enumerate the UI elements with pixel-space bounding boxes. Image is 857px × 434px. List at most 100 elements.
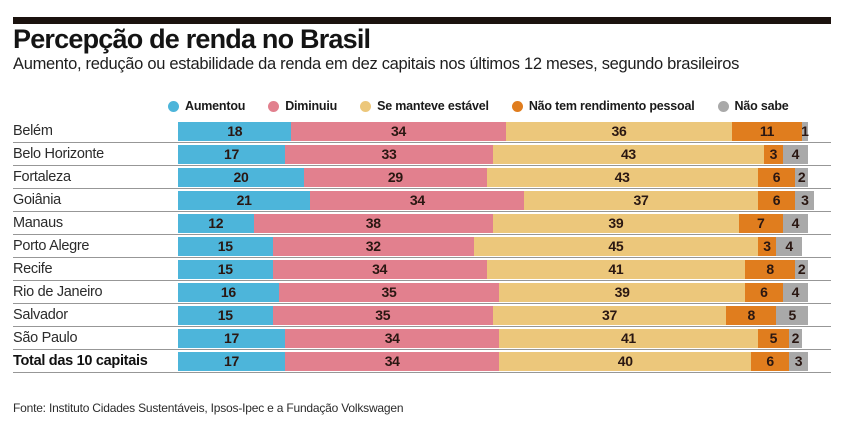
legend-item-label: Se manteve estável [377,99,489,113]
chart-row: Belo Horizonte 17 33 43 3 4 [13,143,831,166]
legend-item: Se manteve estável [360,99,489,113]
bar-segment: 3 [763,144,783,164]
row-category-label: Porto Alegre [13,238,90,254]
bar-value-label: 4 [791,146,800,162]
bar-segment: 45 [474,236,758,256]
legend-item-label: Não tem rendimento pessoal [528,99,695,113]
bar-value-label: 34 [372,261,388,277]
legend-color-dot-icon [268,100,280,112]
bar-segment: 4 [776,236,802,256]
row-category-label: Belo Horizonte [13,146,104,162]
bar-value-label: 8 [747,307,756,323]
bar-segment: 29 [304,167,487,187]
bar-segment: 34 [285,351,500,371]
row-bar-stack: 15 35 37 8 5 [178,305,808,325]
stacked-bar-chart: Belém 18 34 36 11 1 Belo Horizonte 17 33 43 3 4 … [13,120,831,373]
bar-value-label: 6 [766,353,774,369]
bar-segment: 34 [291,121,506,141]
row-category-label: Manaus [13,215,63,231]
bar-value-label: 16 [220,284,236,300]
bar-value-label: 29 [387,169,403,185]
bar-segment: 3 [795,190,815,210]
bar-segment: 2 [795,259,808,279]
legend-item-label: Não sabe [734,99,789,113]
bar-segment: 6 [757,190,796,210]
bar-segment: 37 [524,190,758,210]
bar-value-label: 4 [785,238,793,254]
bar-segment: 39 [499,282,745,302]
bar-value-label: 3 [801,192,809,208]
bar-segment: 1 [801,121,809,141]
bar-segment: 37 [493,305,727,325]
row-bar-stack: 20 29 43 6 2 [178,167,808,187]
bar-value-label: 43 [620,146,636,162]
bar-segment: 41 [486,259,745,279]
bar-segment: 43 [486,167,758,187]
legend-item: Não sabe [717,99,789,113]
bar-segment: 34 [272,259,487,279]
row-bar-stack: 17 34 41 5 2 [178,328,802,348]
bar-segment: 33 [285,144,493,164]
bar-value-label: 39 [608,215,624,231]
bar-segment: 2 [795,167,808,187]
bar-segment: 36 [505,121,733,141]
bar-value-label: 2 [797,169,806,185]
bar-segment: 18 [178,121,292,141]
row-category-label: Belém [13,123,53,139]
bar-value-label: 5 [788,307,796,323]
row-category-label: Salvador [13,307,68,323]
legend-color-dot-icon [717,100,729,112]
bar-segment: 21 [178,190,311,210]
chart-row: Belém 18 34 36 11 1 [13,120,831,143]
bar-segment: 15 [178,305,273,325]
chart-row: Total das 10 capitais 17 34 40 6 3 [13,350,831,373]
bar-value-label: 1 [801,123,809,139]
bar-value-label: 37 [633,192,649,208]
bar-value-label: 6 [760,284,768,300]
bar-segment: 40 [499,351,752,371]
source-note: Fonte: Instituto Cidades Sustentáveis, I… [13,401,404,415]
row-bar-stack: 15 34 41 8 2 [178,259,808,279]
legend-color-dot-icon [360,100,372,112]
bar-segment: 17 [178,328,286,348]
bar-segment: 34 [310,190,525,210]
legend-item: Aumentou [168,99,245,113]
bar-segment: 6 [751,351,790,371]
bar-segment: 6 [757,167,796,187]
legend-item: Diminuiu [268,99,337,113]
bar-segment: 5 [757,328,790,348]
row-category-label: Total das 10 capitais [13,353,148,369]
top-rule-bar [13,17,831,24]
bar-value-label: 43 [614,169,630,185]
chart-row: Porto Alegre 15 32 45 3 4 [13,235,831,258]
bar-value-label: 38 [365,215,381,231]
row-bar-stack: 21 34 37 6 3 [178,190,815,210]
row-category-label: Goiânia [13,192,61,208]
bar-segment: 35 [272,305,493,325]
bar-segment: 11 [732,121,802,141]
bar-segment: 15 [178,236,273,256]
row-category-label: Rio de Janeiro [13,284,103,300]
row-bar-stack: 17 34 40 6 3 [178,351,808,371]
bar-segment: 20 [178,167,304,187]
row-bar-stack: 12 38 39 7 4 [178,213,808,233]
bar-value-label: 5 [769,330,778,346]
bar-value-label: 34 [384,353,400,369]
bar-value-label: 32 [365,238,381,254]
bar-value-label: 15 [217,261,233,277]
bar-value-label: 11 [759,123,775,139]
bar-segment: 3 [789,351,808,371]
row-category-label: São Paulo [13,330,78,346]
bar-value-label: 15 [217,307,233,323]
row-category-label: Recife [13,261,53,277]
bar-value-label: 33 [381,146,397,162]
bar-value-label: 6 [772,192,781,208]
bar-value-label: 3 [769,146,778,162]
legend-color-dot-icon [168,100,179,112]
bar-segment: 6 [744,282,783,302]
bar-segment: 8 [744,259,796,279]
bar-value-label: 40 [617,353,633,369]
bar-value-label: 41 [620,330,636,346]
chart-row: Manaus 12 38 39 7 4 [13,212,831,235]
